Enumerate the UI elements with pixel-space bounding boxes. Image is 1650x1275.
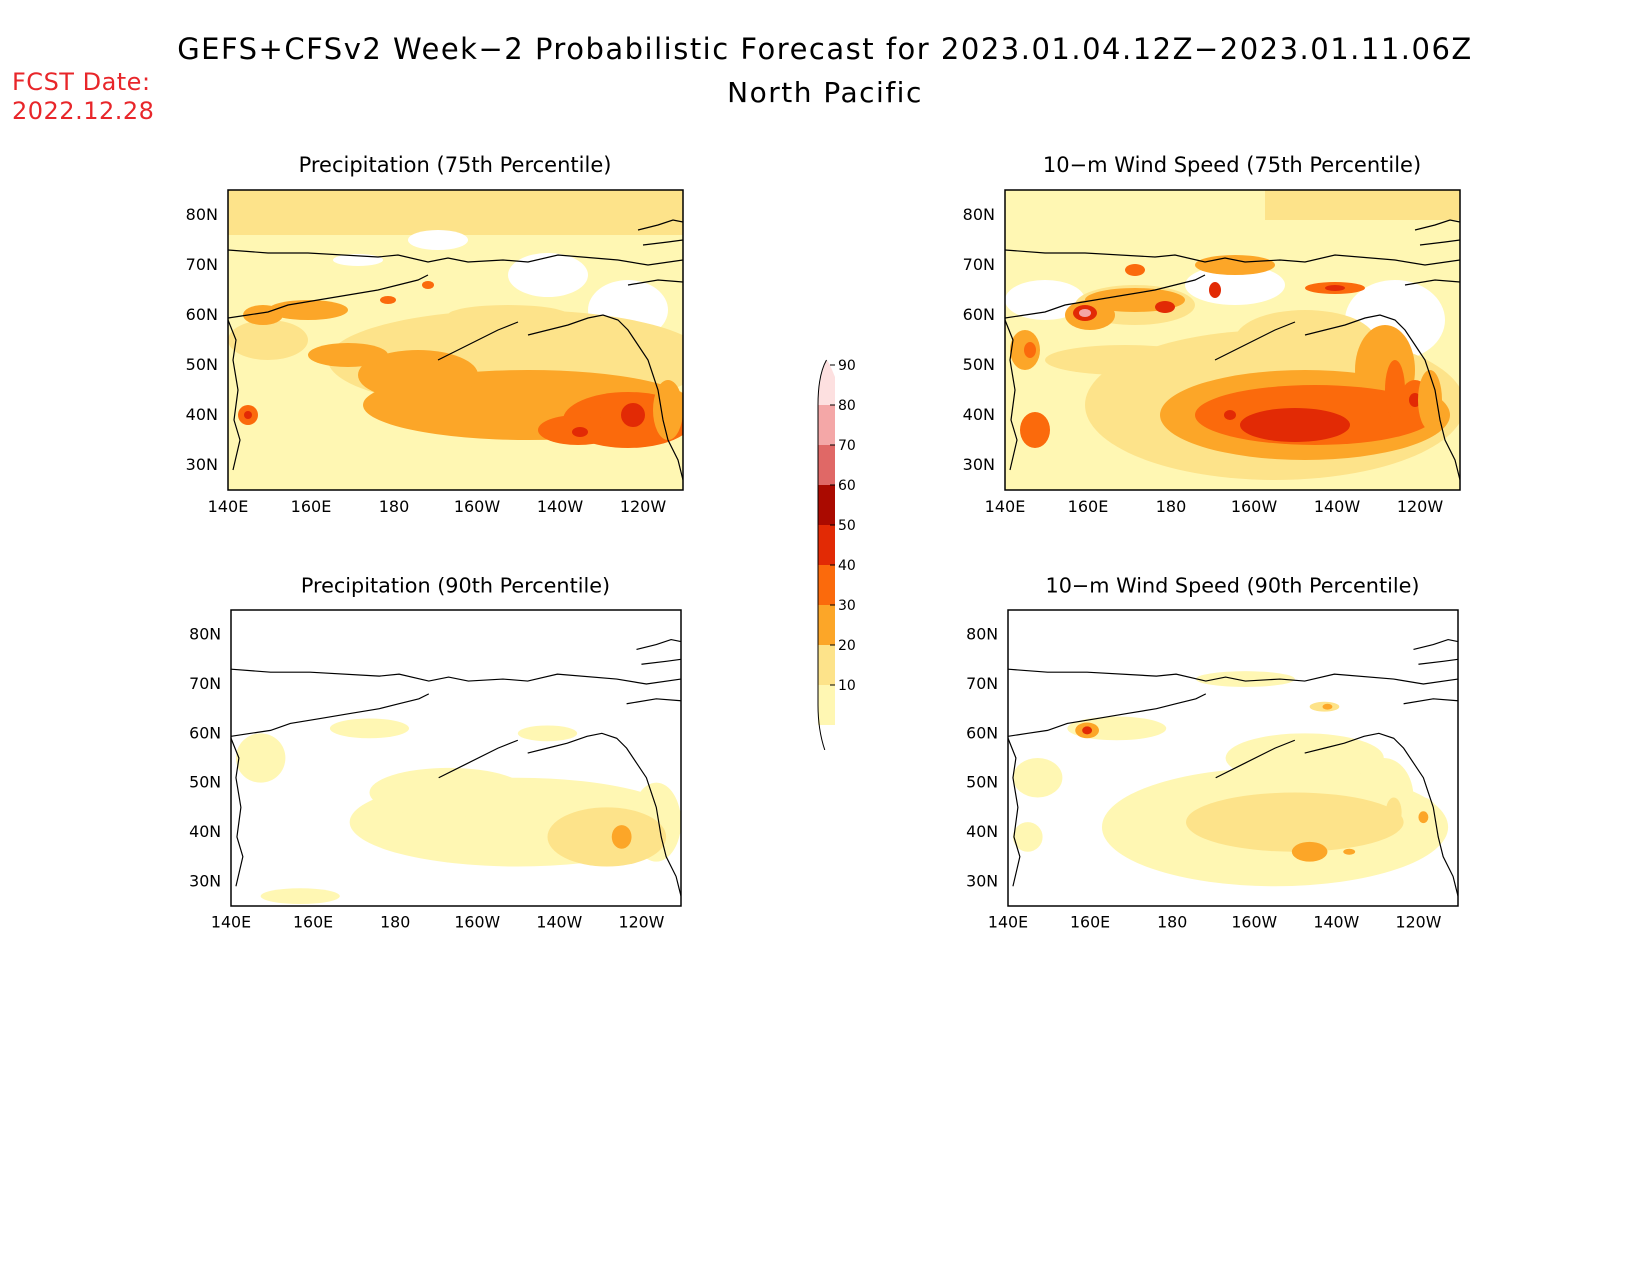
panel-title: 10−m Wind Speed (90th Percentile) [1046, 573, 1420, 597]
colorbar-cell [818, 405, 835, 445]
lat-tick: 60N [966, 723, 998, 742]
fcst-date-value: 2022.12.28 [12, 97, 155, 125]
lat-tick: 80N [963, 205, 995, 224]
lon-tick: 140E [985, 497, 1026, 516]
lon-tick: 160E [1070, 913, 1110, 932]
region-title: North Pacific [727, 76, 923, 109]
colorbar-label: 70 [838, 438, 856, 454]
lon-tick: 140E [208, 497, 249, 516]
lat-tick: 60N [963, 305, 995, 324]
lat-tick: 40N [963, 405, 995, 424]
lon-tick: 120W [1396, 913, 1442, 932]
lat-tick: 50N [189, 773, 221, 792]
panel-title: 10−m Wind Speed (75th Percentile) [1043, 153, 1421, 177]
lat-tick: 70N [963, 255, 995, 274]
panel-wind-75: 10−m Wind Speed (75th Percentile) [963, 153, 1461, 516]
lat-tick: 50N [966, 773, 998, 792]
lon-tick: 120W [1397, 497, 1444, 516]
colorbar-label: 30 [838, 598, 856, 614]
colorbar-cell [818, 565, 835, 605]
lat-tick: 40N [966, 822, 998, 841]
panel-precip-90: Precipitation (90th Percentile) 140E 160… [189, 573, 682, 932]
colorbar-label: 10 [838, 678, 856, 694]
lon-tick: 140W [536, 913, 582, 932]
colorbar-cell [818, 360, 835, 405]
colorbar-cell [818, 645, 835, 685]
lat-tick: 60N [186, 305, 218, 324]
colorbar: 10 20 30 40 50 60 70 80 90 [817, 358, 856, 750]
lat-tick: 30N [966, 871, 998, 890]
colorbar-cell [818, 525, 835, 565]
panel-wind-90: 10−m Wind Speed (90th Percentile) 140E 1… [966, 573, 1459, 932]
lon-tick: 160W [454, 497, 501, 516]
panel-title: Precipitation (90th Percentile) [301, 573, 610, 597]
lon-tick: 160E [293, 913, 333, 932]
colorbar-tail [817, 359, 827, 406]
lat-tick: 50N [186, 355, 218, 374]
lon-tick: 180 [1157, 913, 1187, 932]
lon-tick: 180 [380, 913, 410, 932]
lat-tick: 30N [186, 455, 218, 474]
lon-tick: 160W [454, 913, 500, 932]
colorbar-tail [817, 685, 826, 750]
lon-tick: 140W [1314, 497, 1361, 516]
colorbar-cell [818, 605, 835, 645]
lon-tick: 160E [291, 497, 332, 516]
lon-tick: 120W [619, 913, 665, 932]
lon-tick: 140E [988, 913, 1028, 932]
lat-tick: 80N [189, 625, 221, 644]
colorbar-label: 40 [838, 558, 856, 574]
colorbar-cell [818, 445, 835, 485]
fcst-date-label: FCST Date: [12, 68, 151, 96]
colorbar-cell [818, 685, 835, 725]
colorbar-label: 90 [838, 358, 856, 374]
lon-tick: 160W [1231, 497, 1278, 516]
lat-tick: 40N [189, 822, 221, 841]
colorbar-label: 80 [838, 398, 856, 414]
panel-precip-75: Precipitation (75th Percentile) [186, 153, 684, 516]
lon-tick: 180 [379, 497, 410, 516]
colorbar-label: 50 [838, 518, 856, 534]
lat-tick: 70N [189, 674, 221, 693]
colorbar-label: 60 [838, 478, 856, 494]
lon-tick: 120W [620, 497, 667, 516]
lat-tick: 80N [966, 625, 998, 644]
lon-tick: 140W [1313, 913, 1359, 932]
lat-tick: 80N [186, 205, 218, 224]
colorbar-label: 20 [838, 638, 856, 654]
lat-tick: 50N [963, 355, 995, 374]
lon-tick: 160W [1231, 913, 1277, 932]
main-title: GEFS+CFSv2 Week−2 Probabilistic Forecast… [177, 32, 1473, 66]
lat-tick: 60N [189, 723, 221, 742]
lat-tick: 70N [966, 674, 998, 693]
lat-tick: 70N [186, 255, 218, 274]
panel-title: Precipitation (75th Percentile) [299, 153, 612, 177]
lon-tick: 140W [537, 497, 584, 516]
lat-tick: 30N [963, 455, 995, 474]
colorbar-cell [818, 485, 835, 525]
lat-tick: 30N [189, 871, 221, 890]
lon-tick: 160E [1068, 497, 1109, 516]
lon-tick: 180 [1156, 497, 1187, 516]
lat-tick: 40N [186, 405, 218, 424]
lon-tick: 140E [211, 913, 251, 932]
